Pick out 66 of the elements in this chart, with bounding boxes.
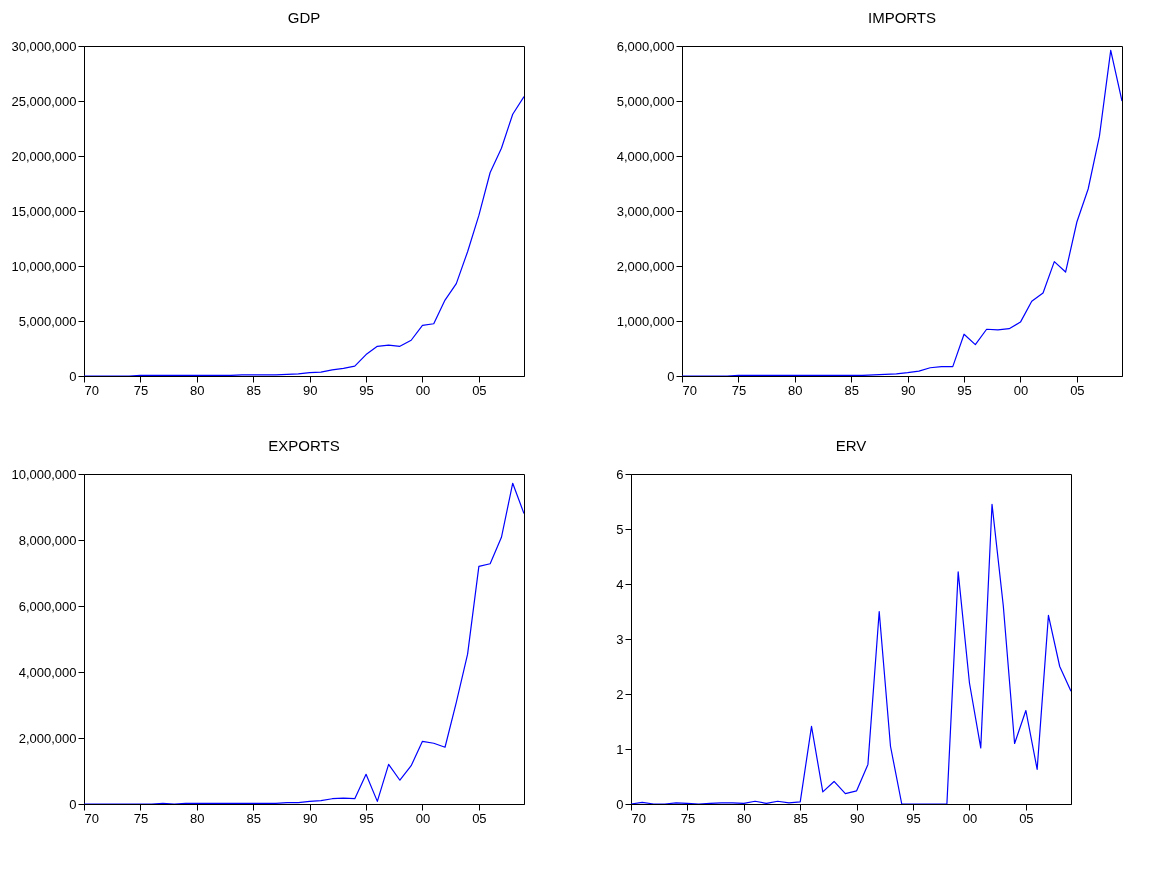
y-tick-label: 3,000,000: [616, 203, 675, 219]
y-tick-label: 0: [616, 796, 624, 812]
x-tick-label: 95: [906, 810, 921, 826]
x-tick-label: 80: [190, 382, 205, 398]
x-tick-label: 85: [246, 382, 261, 398]
x-tick-label: 80: [788, 382, 803, 398]
x-tick-label: 85: [844, 382, 859, 398]
y-tick-label: 2,000,000: [616, 258, 675, 274]
y-tick-label: 0: [69, 796, 77, 812]
x-tick-label: 75: [133, 382, 149, 398]
y-tick-label: 4,000,000: [616, 148, 675, 164]
y-tick-label: 25,000,000: [11, 93, 77, 109]
x-tick-label: 00: [962, 810, 978, 826]
x-tick-label: 80: [737, 810, 752, 826]
x-tick-label: 95: [359, 382, 374, 398]
x-tick-label: 05: [1019, 810, 1034, 826]
y-tick-label: 30,000,000: [11, 38, 77, 54]
y-tick-label: 10,000,000: [11, 466, 77, 482]
y-tick-label: 6,000,000: [616, 38, 675, 54]
line-series: [84, 96, 524, 376]
y-tick-label: 5,000,000: [616, 93, 675, 109]
y-tick-label: 2: [616, 686, 624, 702]
x-tick-label: 00: [1013, 382, 1029, 398]
y-tick-label: 4,000,000: [18, 664, 77, 680]
x-tick-label: 90: [302, 810, 318, 826]
x-tick-label: 00: [415, 382, 431, 398]
y-tick-label: 3: [616, 631, 624, 647]
y-tick-label: 1: [616, 741, 624, 757]
chart-title: EXPORTS: [268, 437, 340, 454]
x-tick-label: 70: [631, 810, 646, 826]
y-tick-label: 4: [616, 576, 624, 592]
y-tick-label: 0: [69, 368, 77, 384]
y-tick-label: 2,000,000: [18, 730, 77, 746]
line-series: [631, 503, 1071, 804]
y-tick-label: 0: [667, 368, 675, 384]
x-tick-label: 85: [793, 810, 808, 826]
y-tick-label: 6,000,000: [18, 598, 77, 614]
y-tick-label: 10,000,000: [11, 258, 77, 274]
x-tick-label: 90: [900, 382, 916, 398]
y-tick-label: 20,000,000: [11, 148, 77, 164]
x-tick-label: 05: [1070, 382, 1085, 398]
y-tick-label: 5,000,000: [18, 313, 77, 329]
y-tick-label: 5: [616, 521, 624, 537]
x-tick-label: 70: [84, 382, 99, 398]
x-tick-label: 70: [682, 382, 697, 398]
line-series: [84, 482, 524, 804]
x-tick-label: 05: [472, 810, 487, 826]
x-tick-label: 90: [302, 382, 318, 398]
chart-title: IMPORTS: [867, 9, 937, 26]
y-tick-label: 6: [616, 466, 624, 482]
x-tick-label: 75: [680, 810, 696, 826]
x-tick-label: 80: [190, 810, 205, 826]
y-tick-label: 1,000,000: [616, 313, 675, 329]
y-tick-label: 15,000,000: [11, 203, 77, 219]
x-tick-label: 95: [359, 810, 374, 826]
x-tick-label: 00: [415, 810, 431, 826]
x-tick-label: 05: [472, 382, 487, 398]
x-tick-label: 75: [731, 382, 747, 398]
chart-title: ERV: [835, 437, 867, 454]
chart-title: GDP: [287, 9, 321, 26]
x-tick-label: 70: [84, 810, 99, 826]
y-tick-label: 8,000,000: [18, 532, 77, 548]
x-tick-label: 90: [849, 810, 865, 826]
x-tick-label: 95: [957, 382, 972, 398]
x-tick-label: 85: [246, 810, 261, 826]
x-tick-label: 75: [133, 810, 149, 826]
